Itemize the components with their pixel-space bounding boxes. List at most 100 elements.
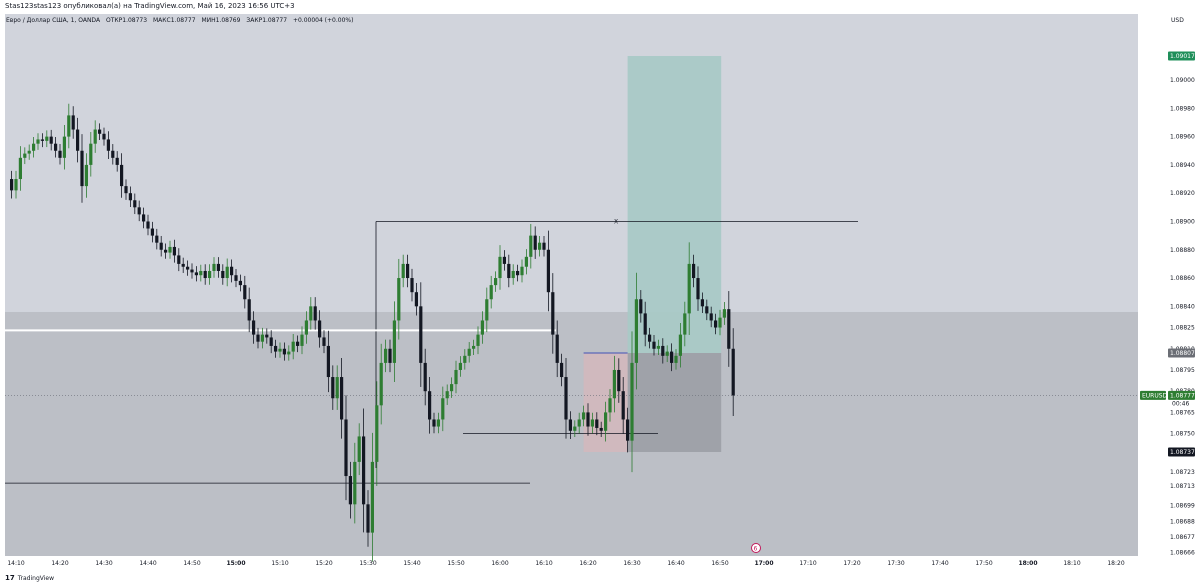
candle-body — [326, 345, 330, 378]
long-position-tool[interactable] — [583, 56, 722, 452]
candle-body — [516, 270, 520, 276]
candle-body — [274, 345, 278, 352]
candle-body — [656, 345, 660, 349]
candle-body — [705, 306, 709, 314]
candle-body — [89, 143, 93, 165]
candle-body — [683, 313, 687, 335]
legend-close: ЗАКР1.08777 — [246, 17, 288, 24]
candle-body — [617, 369, 621, 392]
time-tick-label: 14:40 — [139, 560, 156, 567]
tradingview-logo-icon: 17 — [5, 574, 15, 582]
tradingview-brand: TradingView — [17, 574, 55, 582]
candle-body — [599, 427, 603, 431]
candle-body — [401, 263, 405, 279]
time-tick-label: 17:30 — [887, 560, 904, 567]
candle-body — [322, 337, 326, 346]
candle-body — [225, 266, 229, 279]
candle-body — [674, 355, 678, 363]
candle-body — [10, 179, 14, 191]
candle-body — [181, 263, 185, 267]
candle-body — [190, 269, 194, 273]
price-tags: 1.09017 1.08807 1.08777 1.08737 EURUSD 00:46 — [1140, 51, 1195, 457]
candle-body — [626, 419, 630, 441]
price-tick-label: 1.08666 — [1170, 549, 1195, 556]
time-tick-label: 18:10 — [1063, 560, 1080, 567]
candle-body — [106, 139, 110, 151]
target-price-tag-bg — [1168, 51, 1195, 61]
candles — [10, 103, 735, 562]
candle-body — [98, 129, 102, 134]
candle-body — [722, 309, 726, 318]
time-tick-label: 14:30 — [95, 560, 112, 567]
price-tick-label: 1.08688 — [1170, 518, 1195, 525]
publisher-bar: Stas123stas123 опубликовал(а) на Trading… — [0, 0, 1200, 13]
candle-body — [260, 334, 264, 342]
candle-body — [370, 461, 374, 533]
candle-body — [665, 351, 669, 356]
price-tick-label: 1.08840 — [1170, 303, 1195, 310]
candle-body — [159, 242, 163, 250]
candle-body — [93, 129, 97, 144]
candle-body — [582, 412, 586, 420]
candle-body — [146, 221, 150, 229]
candle-body — [84, 164, 88, 187]
candle-body — [353, 461, 357, 505]
candle-body — [230, 266, 234, 276]
candle-body — [494, 278, 498, 286]
candle-body — [318, 320, 322, 338]
price-tick-label: 1.08750 — [1170, 431, 1195, 438]
time-tick-label: 16:10 — [535, 560, 552, 567]
candle-body — [137, 207, 141, 215]
candle-body — [423, 362, 427, 392]
candle-body — [128, 193, 132, 201]
candle-body — [586, 412, 590, 427]
time-tick-label: 14:10 — [7, 560, 24, 567]
alert-icon[interactable]: 6 — [751, 543, 761, 553]
candle-body — [419, 306, 423, 363]
candle-body — [630, 362, 634, 441]
target-area — [627, 56, 722, 353]
svg-text:6: 6 — [754, 546, 758, 553]
horizontal-levels[interactable]: X — [5, 218, 1138, 484]
price-axis[interactable]: USD 1.09000 1.08980 1.08960 1.08940 1.08920 1… — [1170, 17, 1195, 556]
price-tick-label: 1.08920 — [1170, 190, 1195, 197]
candle-body — [67, 115, 71, 137]
candle-body — [366, 504, 370, 533]
candle-body — [560, 362, 564, 378]
candle-body — [45, 136, 49, 141]
time-tick-label: 17:50 — [975, 560, 992, 567]
candle-body — [661, 345, 665, 356]
legend-change: +0.00004 (+0.00%) — [292, 17, 354, 24]
candle-body — [238, 280, 242, 286]
candle-body — [58, 150, 62, 158]
candle-body — [375, 405, 379, 462]
candle-body — [498, 256, 502, 279]
price-tick-label: 1.08900 — [1170, 218, 1195, 225]
symbol-legend: Евро / Доллар США, 1, OANDA ОТКР1.08773 … — [6, 17, 357, 24]
stop-area — [627, 353, 722, 452]
stop-price-tag: 1.08737 — [1170, 449, 1195, 456]
symbol-tag-bg — [1140, 390, 1166, 400]
time-tick-label: 16:40 — [667, 560, 684, 567]
candle-body — [309, 306, 313, 321]
candle-body — [243, 285, 247, 300]
price-tick-label: 1.08699 — [1170, 503, 1195, 510]
candle-body — [18, 157, 22, 180]
candle-body — [150, 228, 154, 236]
candle-body — [124, 186, 128, 194]
publisher-line: Stas123stas123 опубликовал(а) на Trading… — [5, 2, 295, 10]
candle-body — [450, 384, 454, 392]
candle-body — [111, 150, 115, 158]
candle-body — [397, 278, 401, 321]
candle-body — [362, 436, 366, 505]
time-tick-label: 17:40 — [931, 560, 948, 567]
candle-body — [533, 235, 537, 250]
candle-body — [80, 150, 84, 187]
time-tick-label: 18:20 — [1107, 560, 1124, 567]
candle-body — [436, 419, 440, 427]
candle-body — [696, 278, 700, 300]
time-axis[interactable]: 14:10 14:20 14:30 14:40 14:50 15:00 15:10 15:20… — [7, 560, 1124, 567]
candle-body — [203, 270, 207, 279]
candle-body — [432, 419, 436, 427]
